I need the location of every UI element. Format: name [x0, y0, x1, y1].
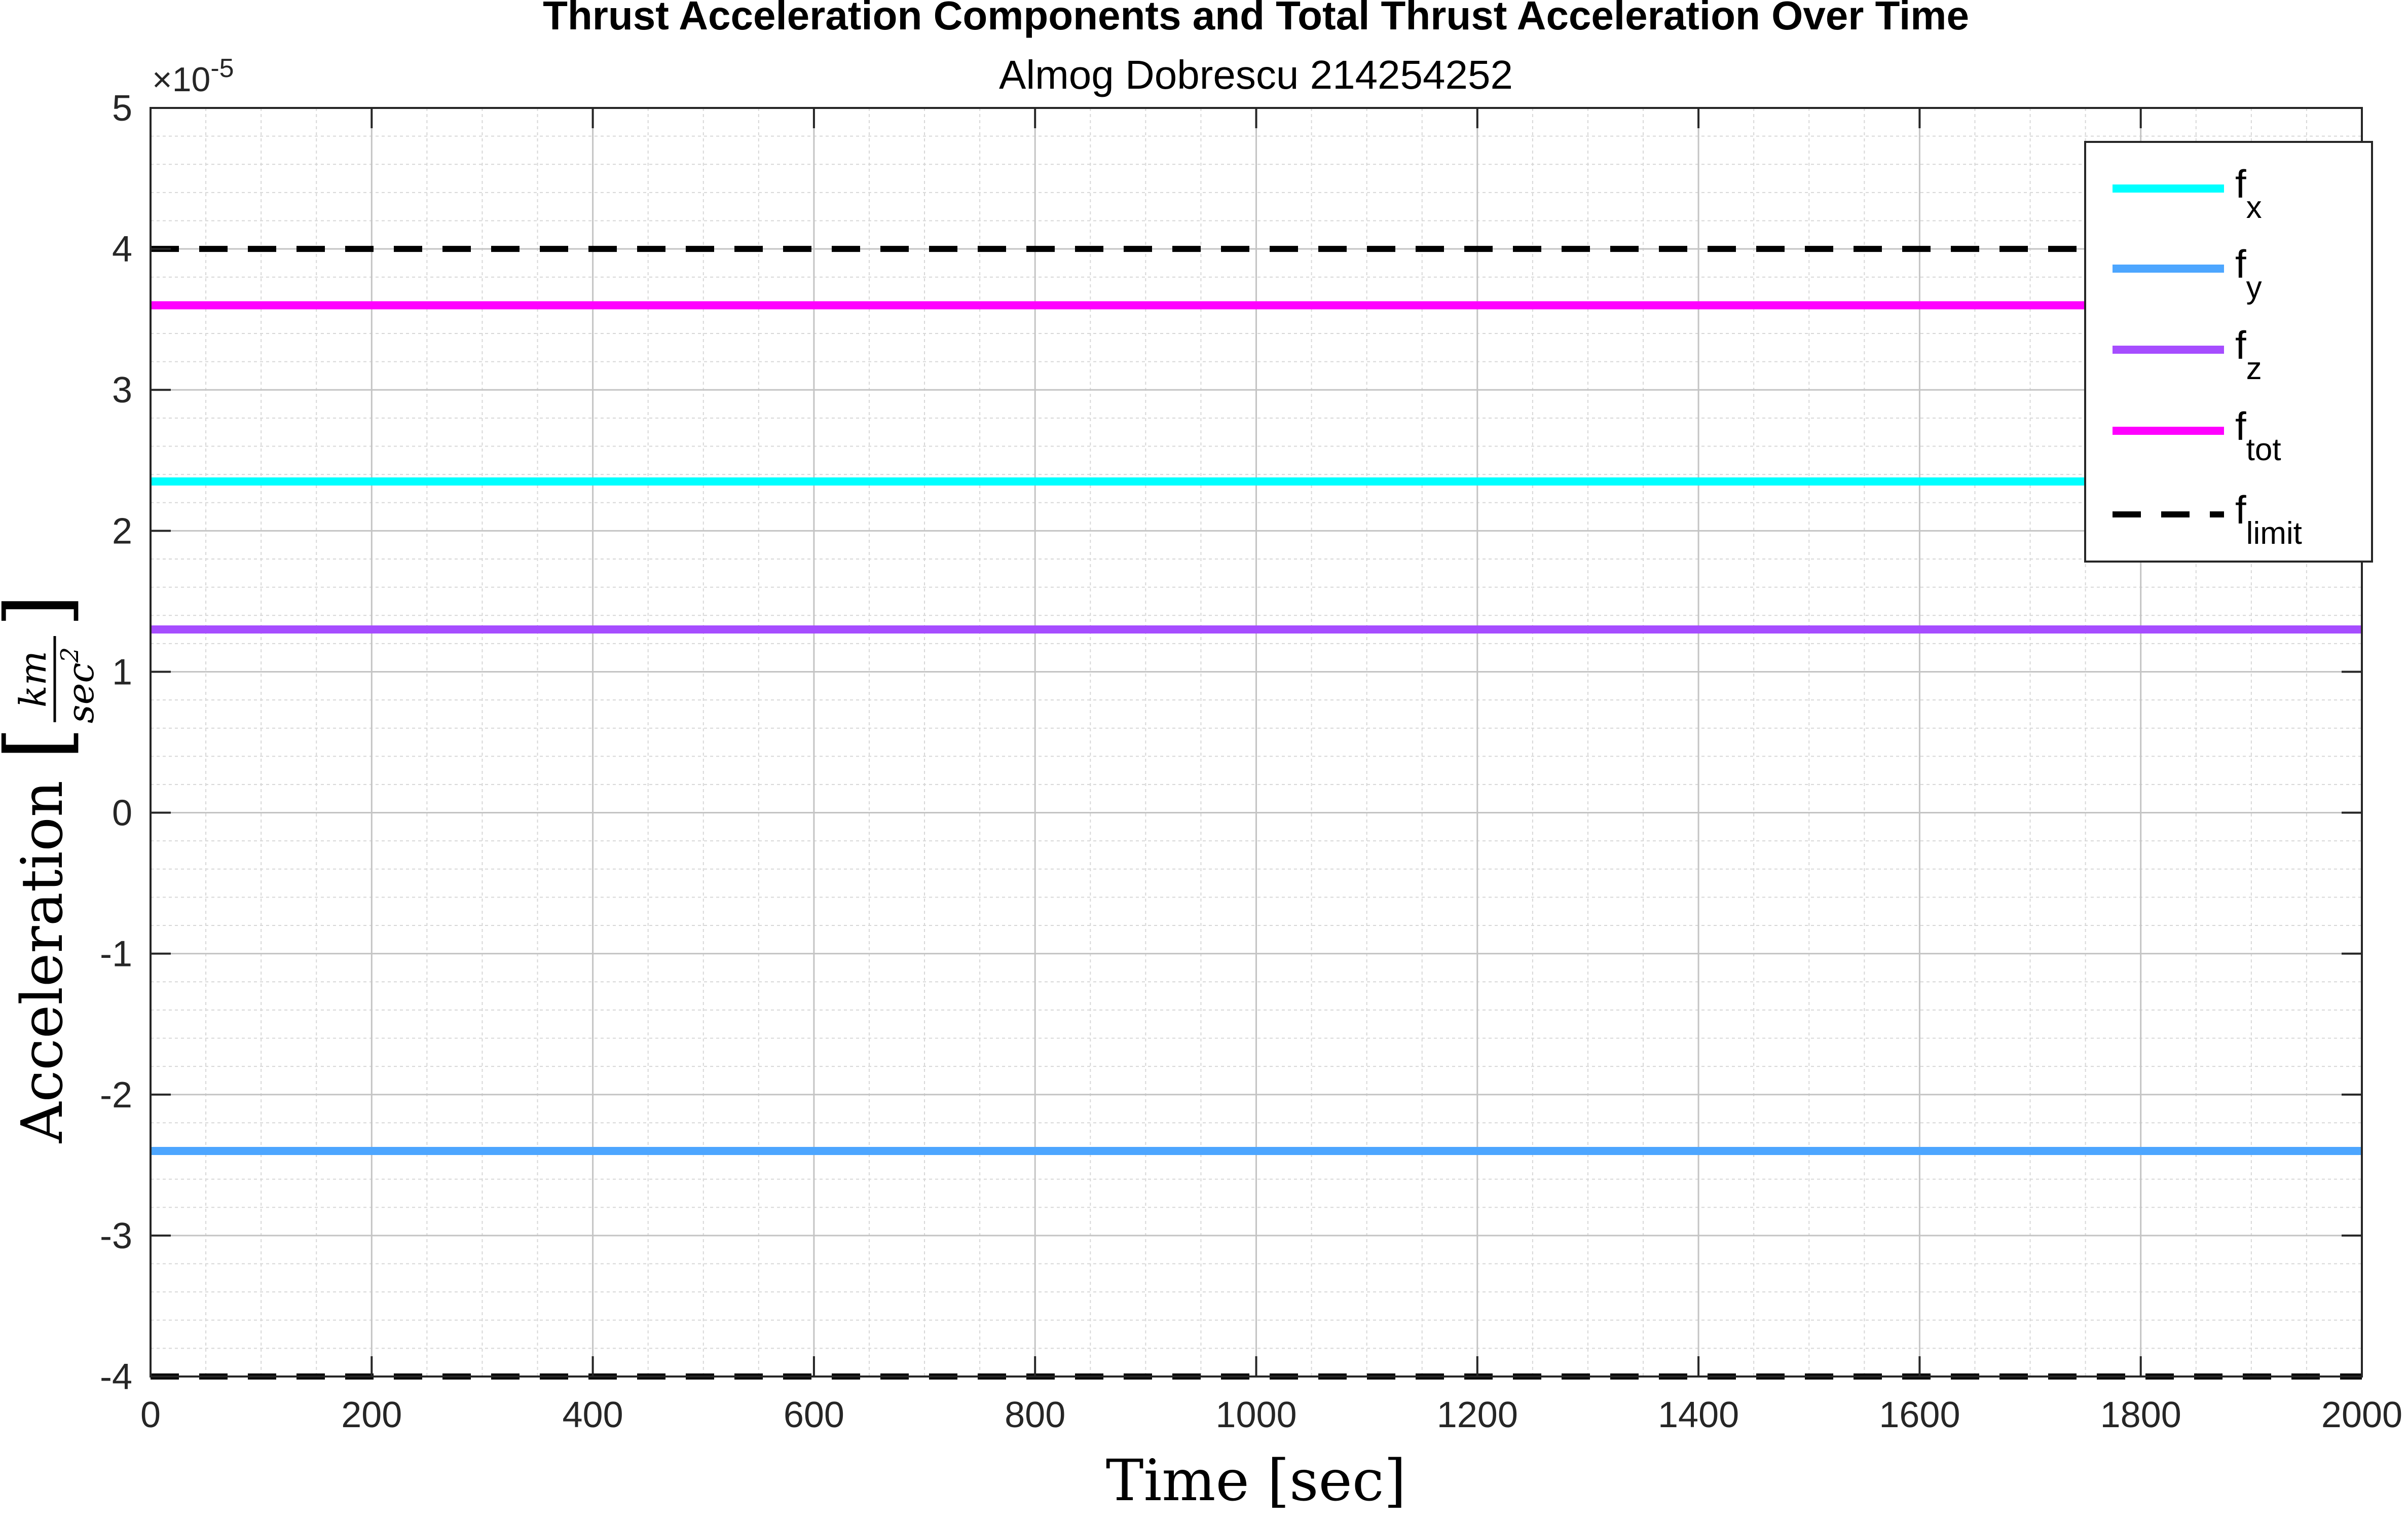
x-tick-label: 1400 [1658, 1395, 1739, 1435]
y-tick-label: 2 [112, 511, 132, 551]
y-axis-label: Acceleration [10, 780, 76, 1143]
y-exponent-base: ×10 [152, 60, 210, 99]
legend-items: fx fy fz ftot flimit [2113, 162, 2302, 551]
y-unit-bracket-left: [ [0, 727, 88, 760]
legend-label-y: fy [2235, 242, 2262, 305]
x-tick-label: 1000 [1215, 1395, 1296, 1435]
y-tick-label: 3 [112, 370, 132, 411]
x-tick-label: 0 [140, 1395, 161, 1435]
y-tick-labels: -4 -3 -2 -1 0 1 2 3 4 5 [100, 88, 132, 1397]
x-axis-label: Time [sec] [1106, 1448, 1406, 1514]
x-tick-label: 800 [1005, 1395, 1065, 1435]
legend-label-x: fx [2235, 162, 2262, 225]
legend-label-limit: flimit [2235, 488, 2302, 551]
x-tick-label: 200 [341, 1395, 402, 1435]
y-tick-label: -1 [100, 934, 132, 975]
legend-label-tot: ftot [2235, 404, 2281, 467]
y-unit-den-base: sec [59, 662, 102, 723]
x-tick-label: 1600 [1879, 1395, 1960, 1435]
y-tick-label: 5 [112, 88, 132, 129]
y-exponent-power: -5 [210, 54, 234, 83]
y-axis-label-group: Acceleration [ km sec2 ] [0, 594, 102, 1144]
y-tick-label: -3 [100, 1216, 132, 1256]
legend: fx fy fz ftot flimit [2084, 141, 2373, 563]
x-tick-label: 2000 [2321, 1395, 2402, 1435]
minor-grid [151, 108, 2362, 1377]
x-tick-label: 400 [563, 1395, 623, 1435]
legend-label-z: fz [2235, 323, 2262, 386]
x-tick-labels: 0 200 400 600 800 1000 1200 1400 1600 1800 2000 [140, 1395, 2402, 1435]
chart-subtitle: Almog Dobrescu 214254252 [999, 52, 1513, 97]
y-tick-label: 4 [112, 229, 132, 270]
x-tick-label: 1200 [1437, 1395, 1518, 1435]
y-unit-denominator: sec2 [56, 647, 102, 723]
y-tick-label: -4 [100, 1357, 132, 1397]
y-tick-label: 0 [112, 793, 132, 834]
x-tick-label: 600 [784, 1395, 844, 1435]
y-unit-bracket-right: ] [0, 594, 88, 627]
chart-title: Thrust Acceleration Components and Total… [543, 0, 1969, 38]
y-tick-label: 1 [112, 652, 132, 692]
y-unit-numerator: km [12, 651, 54, 708]
x-tick-label: 1800 [2100, 1395, 2181, 1435]
y-unit-den-exp: 2 [56, 647, 84, 663]
y-tick-label: -2 [100, 1075, 132, 1115]
y-exponent-label: ×10-5 [152, 54, 234, 99]
